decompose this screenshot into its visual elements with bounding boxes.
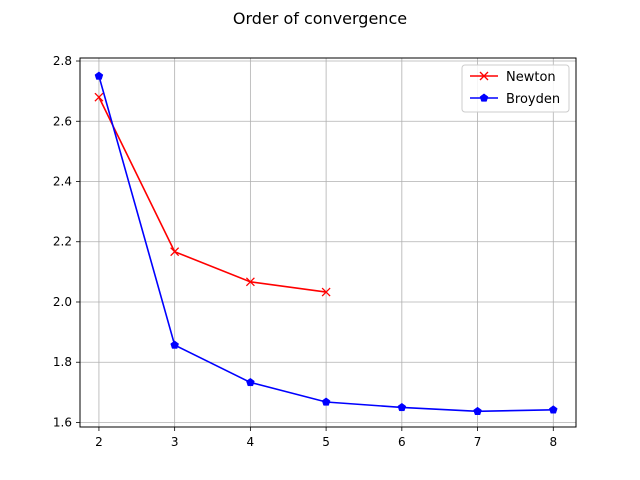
y-tick-label: 2.8 <box>53 54 72 68</box>
data-point-broyden <box>548 405 558 414</box>
x-tick-label: 4 <box>247 435 255 449</box>
y-tick-label: 2.2 <box>53 235 72 249</box>
plot-frame <box>79 57 577 428</box>
data-point-newton <box>321 287 331 297</box>
legend-label-broyden: Broyden <box>506 92 560 107</box>
y-tick-label: 1.8 <box>53 355 72 369</box>
data-point-broyden <box>246 377 255 387</box>
y-tick-label: 2.0 <box>53 295 72 309</box>
legend-marker-newton <box>479 71 489 81</box>
data-point-broyden <box>473 406 482 415</box>
x-tick-label: 8 <box>549 435 557 449</box>
series-line-newton <box>98 96 327 293</box>
legend-label-newton: Newton <box>506 70 556 85</box>
y-tick-label: 1.6 <box>53 415 72 429</box>
y-tick-label: 2.6 <box>53 114 72 128</box>
data-point-broyden <box>170 340 179 349</box>
data-point-broyden <box>94 71 104 80</box>
data-point-broyden <box>321 397 331 406</box>
y-tick-label: 2.4 <box>53 175 72 189</box>
x-tick-label: 2 <box>95 435 103 449</box>
x-tick-label: 5 <box>322 435 330 449</box>
x-tick-label: 7 <box>474 435 482 449</box>
legend-marker-broyden <box>479 93 489 102</box>
data-point-broyden <box>397 402 407 412</box>
x-tick-label: 3 <box>171 435 179 449</box>
data-point-newton <box>170 247 180 257</box>
x-tick-label: 6 <box>398 435 406 449</box>
data-point-newton <box>245 277 255 287</box>
data-point-newton <box>94 92 104 102</box>
chart-title: Order of convergence <box>233 9 407 28</box>
